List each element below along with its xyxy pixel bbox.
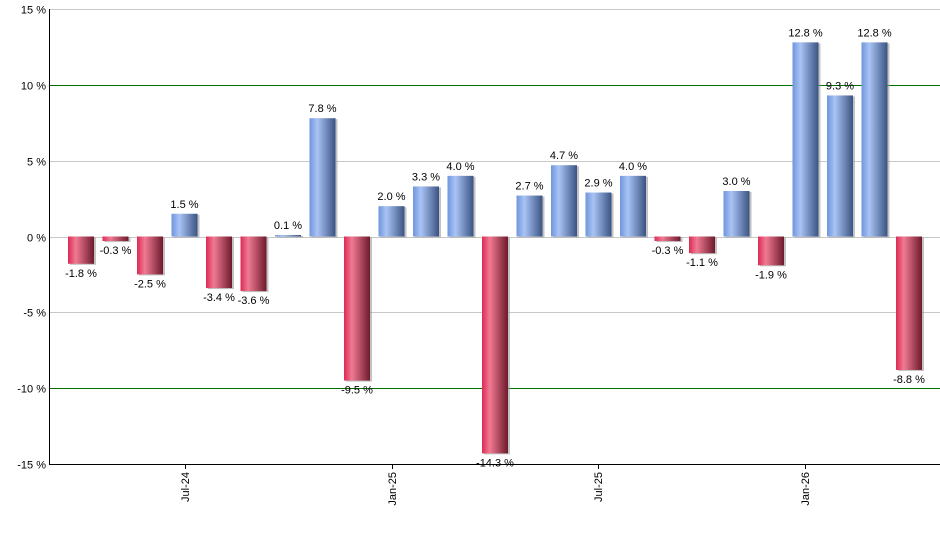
bar xyxy=(275,234,303,238)
bar-value-label: 4.0 % xyxy=(446,161,474,173)
bar-value-label: 4.7 % xyxy=(550,150,578,162)
bar-value-label: 1.5 % xyxy=(170,199,198,211)
bar-value-label: -8.8 % xyxy=(893,374,925,386)
bar-value-label: 3.3 % xyxy=(412,171,440,183)
bar xyxy=(68,236,96,265)
y-tick-label: -15 % xyxy=(17,460,46,472)
y-tick-label: -10 % xyxy=(17,384,46,396)
bar-value-label: -1.8 % xyxy=(65,268,97,280)
bars-group xyxy=(68,42,924,455)
x-tick-label: Jul-25 xyxy=(593,472,605,502)
data-labels: -1.8 %-0.3 %-2.5 %1.5 %-3.4 % -3.6 %0.1 %… xyxy=(65,27,925,469)
bar xyxy=(792,42,821,238)
bar xyxy=(102,236,131,243)
bar-value-label: 7.8 % xyxy=(308,103,336,115)
y-tick-label: -5 % xyxy=(23,308,46,320)
bar-value-label: -0.3 % xyxy=(100,245,132,257)
bar xyxy=(585,192,614,238)
bar xyxy=(137,236,165,276)
x-tick-label: Jan-26 xyxy=(800,472,812,506)
bar xyxy=(171,213,200,238)
bar-value-label: -2.5 % xyxy=(134,278,166,290)
bar-value-label: -1.1 % xyxy=(686,257,718,269)
bar-value-label: -14.3 % xyxy=(476,457,514,469)
bar xyxy=(516,195,545,238)
bar-value-label: 9.3 % xyxy=(826,80,854,92)
bar xyxy=(896,236,924,371)
bar-value-label: 12.8 % xyxy=(788,27,822,39)
bar xyxy=(758,236,786,267)
bar xyxy=(413,186,441,238)
bar xyxy=(861,42,890,238)
bar-value-label: 12.8 % xyxy=(857,27,891,39)
axes: 15 % 10 % 5 % 0 % -5 % -10 % -15 % Jul-24 Jan-25… xyxy=(17,5,940,506)
bar-value-label: -9.5 % xyxy=(341,385,373,397)
x-tick-label: Jul-24 xyxy=(180,472,192,502)
bar xyxy=(378,206,407,238)
y-tick-label: 5 % xyxy=(27,157,46,169)
bar-value-label: 2.9 % xyxy=(584,178,612,190)
bar-value-label: 2.7 % xyxy=(515,181,543,193)
bar xyxy=(344,236,372,382)
y-tick-label: 10 % xyxy=(21,81,46,93)
bar xyxy=(206,236,234,290)
y-tick-label: 0 % xyxy=(27,233,46,245)
bar-value-label: -0.3 % xyxy=(652,245,684,257)
bar xyxy=(240,236,269,293)
bar xyxy=(654,236,683,243)
bar xyxy=(689,236,717,255)
bar-value-label: -3.6 % xyxy=(238,295,270,307)
bar xyxy=(827,95,855,238)
x-tick-label: Jan-25 xyxy=(387,472,399,506)
bar xyxy=(447,175,476,238)
bar xyxy=(482,236,510,455)
bar-value-label: 0.1 % xyxy=(274,220,302,232)
bar-value-label: -1.9 % xyxy=(755,269,787,281)
bar-value-label: -3.4 % xyxy=(203,292,235,304)
bar xyxy=(551,165,579,238)
y-tick-label: 15 % xyxy=(21,5,46,17)
bar xyxy=(723,191,752,238)
bar-value-label: 2.0 % xyxy=(377,191,405,203)
bar xyxy=(620,175,648,238)
bar xyxy=(309,118,338,238)
bar-value-label: 3.0 % xyxy=(722,176,750,188)
bar-value-label: 4.0 % xyxy=(619,161,647,173)
